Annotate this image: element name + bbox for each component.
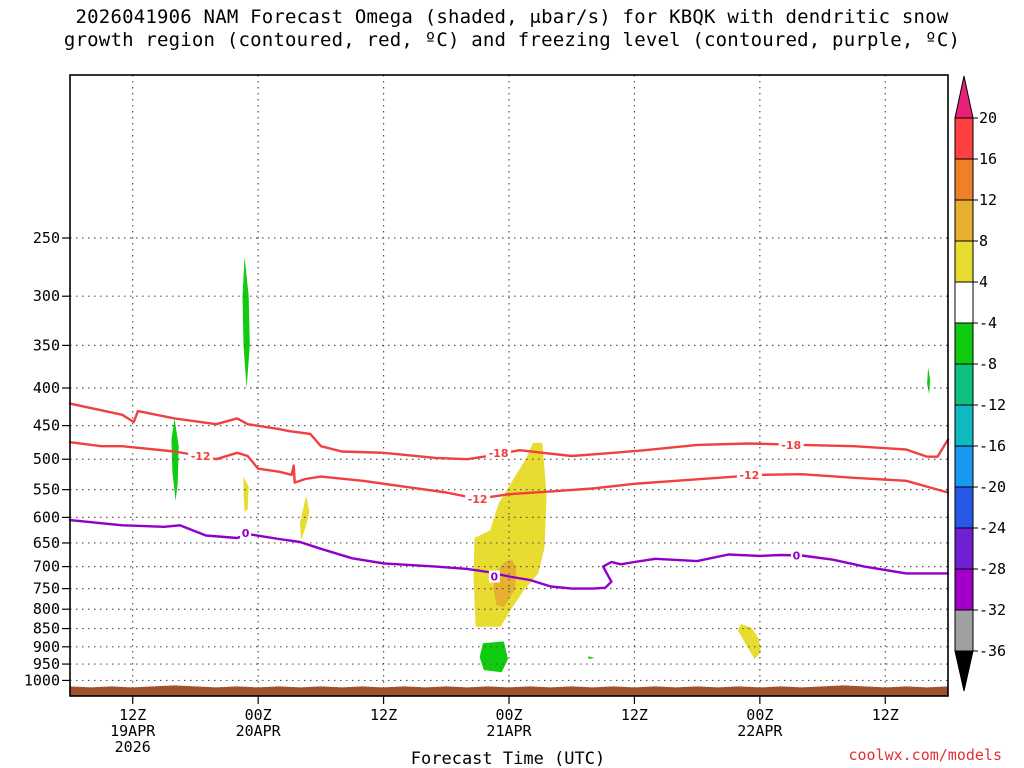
y-tick-label-400: 400 xyxy=(33,379,60,397)
chart-title: 2026041906 NAM Forecast Omega (shaded, μ… xyxy=(0,6,1024,52)
omega-region-8 xyxy=(737,624,761,659)
colorbar-label-12: -32 xyxy=(979,601,1006,619)
x-tick-label: 00Z xyxy=(495,706,522,724)
contour-label-0-0: -18 xyxy=(489,447,509,460)
contour-layer: -18 -18 -12 -12 -12 0 0 0 xyxy=(68,402,950,590)
y-tick-label-350: 350 xyxy=(33,336,60,354)
colorbar-bin-2 xyxy=(954,199,974,242)
colorbar-label-9: -20 xyxy=(979,478,1006,496)
colorbar-label-5: -4 xyxy=(979,314,997,332)
colorbar-label-4: 4 xyxy=(979,273,988,291)
x-tick-label: 00Z xyxy=(746,706,773,724)
contour-label-0-1: -18 xyxy=(781,439,801,452)
colorbar: 20 16 12 8 4 -4 -8 -12 -16 -20 -24 -28 -32 -36 xyxy=(954,75,1006,692)
y-tick-label-550: 550 xyxy=(33,481,60,499)
x-tick-label: 12Z xyxy=(621,706,648,724)
title-line-1: 2026041906 NAM Forecast Omega (shaded, μ… xyxy=(75,6,949,28)
colorbar-label-13: -36 xyxy=(979,642,1006,660)
y-tick-label-650: 650 xyxy=(33,534,60,552)
colorbar-bin-7 xyxy=(954,404,974,447)
omega-region-3 xyxy=(479,641,508,673)
x-tick-label: 20APR xyxy=(236,722,282,740)
colorbar-label-6: -8 xyxy=(979,355,997,373)
colorbar-label-11: -28 xyxy=(979,560,1006,578)
contour-0 xyxy=(68,402,950,461)
y-tick-label-450: 450 xyxy=(33,417,60,435)
contour-label-1-2: -12 xyxy=(739,469,759,482)
title-line-2: growth region (contoured, red, ºC) and f… xyxy=(63,29,961,51)
x-tick-label: 19APR xyxy=(110,722,156,740)
contour-label-bg xyxy=(736,468,762,481)
omega-region-2 xyxy=(927,367,931,395)
colorbar-label-7: -12 xyxy=(979,396,1006,414)
contour-label-bg xyxy=(486,446,512,459)
x-tick-label: 12Z xyxy=(872,706,899,724)
colorbar-bin-6 xyxy=(954,363,974,406)
contour-label-bg xyxy=(778,438,804,451)
contour-label-1-1: -12 xyxy=(468,493,488,506)
colorbar-bin-4 xyxy=(954,281,974,324)
y-tick-label-950: 950 xyxy=(33,655,60,673)
colorbar-label-1: 16 xyxy=(979,150,997,168)
axes-layer: 2503003504004505005506006507007508008509… xyxy=(24,74,949,756)
y-tick-label-900: 900 xyxy=(33,638,60,656)
site-credit: coolwx.com/models xyxy=(848,746,1002,764)
y-tick-label-500: 500 xyxy=(33,450,60,468)
y-tick-label-600: 600 xyxy=(33,508,60,526)
colorbar-label-8: -16 xyxy=(979,437,1006,455)
omega-region-0 xyxy=(242,256,250,388)
colorbar-bottom-arrow xyxy=(954,650,974,692)
contour-label-bg xyxy=(240,526,252,539)
y-tick-label-700: 700 xyxy=(33,558,60,576)
colorbar-bin-9 xyxy=(954,486,974,529)
colorbar-label-0: 20 xyxy=(979,109,997,127)
colorbar-bin-1 xyxy=(954,158,974,201)
x-tick-label: 21APR xyxy=(486,722,532,740)
colorbar-bin-10 xyxy=(954,527,974,570)
x-tick-label: 12Z xyxy=(119,706,146,724)
omega-region-5 xyxy=(243,476,249,512)
grid-layer xyxy=(70,75,948,696)
colorbar-bin-11 xyxy=(954,568,974,611)
omega-region-1 xyxy=(171,418,179,501)
contour-label-bg xyxy=(465,492,491,505)
colorbar-top-arrow xyxy=(954,75,974,119)
colorbar-bin-5 xyxy=(954,322,974,365)
y-tick-label-300: 300 xyxy=(33,287,60,305)
y-tick-label-850: 850 xyxy=(33,620,60,638)
omega-shading-layer xyxy=(171,256,931,673)
contour-label-bg xyxy=(790,549,802,562)
omega-region-4 xyxy=(588,656,595,659)
x-tick-label: 22APR xyxy=(737,722,783,740)
contour-1 xyxy=(68,441,950,500)
omega-region-7 xyxy=(473,442,547,627)
colorbar-label-2: 12 xyxy=(979,191,997,209)
colorbar-bin-12 xyxy=(954,609,974,652)
contour-label-1-0: -12 xyxy=(191,450,211,463)
y-tick-label-250: 250 xyxy=(33,229,60,247)
contour-label-bg xyxy=(488,570,500,583)
x-tick-label: 12Z xyxy=(370,706,397,724)
x-tick-label: 00Z xyxy=(245,706,272,724)
colorbar-bin-8 xyxy=(954,445,974,488)
colorbar-bin-0 xyxy=(954,117,974,160)
y-tick-label-800: 800 xyxy=(33,600,60,618)
contour-label-bg xyxy=(188,450,214,463)
y-tick-label-750: 750 xyxy=(33,580,60,598)
terrain-layer xyxy=(70,685,948,696)
y-tick-label-1000: 1000 xyxy=(24,671,60,689)
contour-label-2-1: 0 xyxy=(491,570,499,583)
colorbar-label-3: 8 xyxy=(979,232,988,250)
contour-label-2-0: 0 xyxy=(242,527,250,540)
x-tick-label: 2026 xyxy=(115,738,151,756)
contour-label-2-2: 0 xyxy=(793,549,801,562)
colorbar-bin-3 xyxy=(954,240,974,283)
terrain xyxy=(70,685,948,696)
colorbar-label-10: -24 xyxy=(979,519,1006,537)
x-axis-label: Forecast Time (UTC) xyxy=(411,749,605,768)
